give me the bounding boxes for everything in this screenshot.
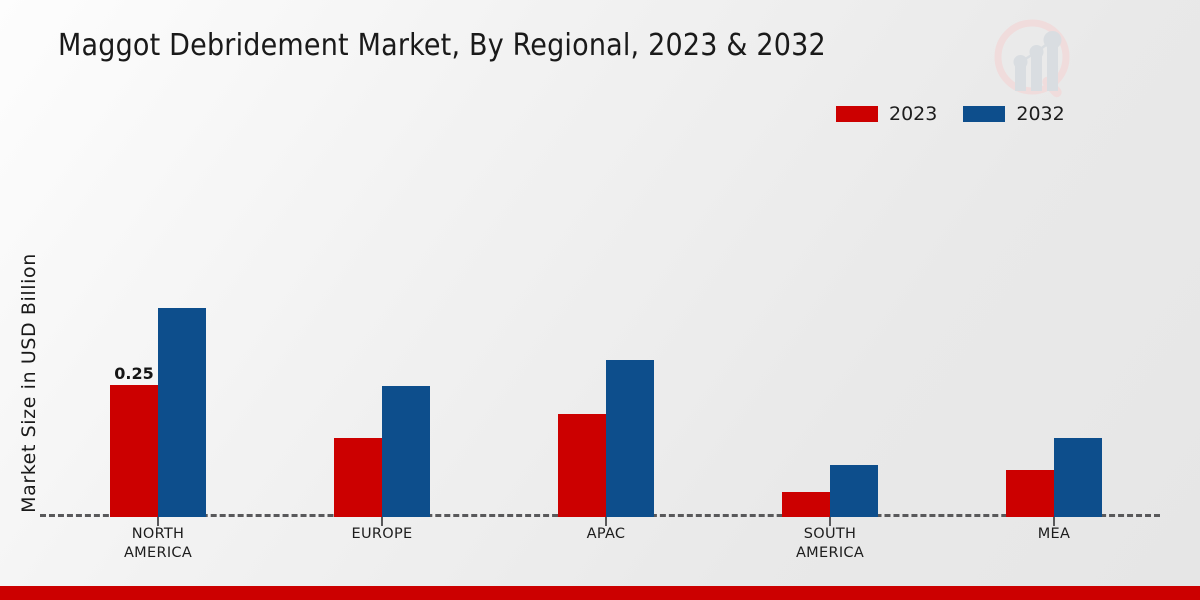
legend-label-2023: 2023 [889,103,938,125]
category-label-line1: SOUTH [803,526,857,542]
category-label-line2: AMERICA [795,545,865,561]
bar-group-europe: EUROPE [334,140,430,542]
bar-2023-mea[interactable] [1006,470,1054,517]
category-label-line1: NORTH [131,526,185,542]
bar-2023-north-america[interactable] [110,385,158,517]
x-tick-south-america [829,517,831,526]
category-label-line1: APAC [586,526,626,542]
plot-area: 0.25 NORTH AMERICA EUROPE APAC [40,140,1160,561]
bar-2032-mea[interactable] [1054,438,1102,517]
bar-2023-apac[interactable] [558,414,606,517]
category-label-apac: APAC [506,525,706,544]
x-tick-europe [381,517,383,526]
chart-title: Maggot Debridement Market, By Regional, … [58,28,826,63]
category-label-line2: AMERICA [123,545,193,561]
legend-swatch-2023 [836,106,878,122]
bar-group-apac: APAC [558,140,654,542]
bar-2032-north-america[interactable] [158,308,206,517]
x-tick-apac [605,517,607,526]
legend-item-2032[interactable]: 2032 [963,103,1065,125]
category-label-line1: MEA [1037,526,1071,542]
bar-2023-europe[interactable] [334,438,382,517]
category-label-line1: EUROPE [351,526,413,542]
bar-2032-apac[interactable] [606,360,654,517]
bar-2023-south-america[interactable] [782,492,830,517]
category-label-south-america: SOUTH AMERICA [730,525,930,563]
bar-2032-south-america[interactable] [830,465,878,517]
bottom-accent-bar [0,586,1200,600]
legend-item-2023[interactable]: 2023 [836,103,937,125]
y-axis-title: Market Size in USD Billion [18,253,40,513]
bar-group-north-america: 0.25 NORTH AMERICA [110,140,206,561]
watermark-logo-icon [985,12,1085,112]
legend-swatch-2032 [963,106,1006,122]
bar-value-label-2023-north-america: 0.25 [114,364,154,383]
chart-legend: 2023 2032 [836,103,1065,125]
category-label-north-america: NORTH AMERICA [58,525,258,563]
legend-label-2032: 2032 [1016,103,1065,125]
category-label-mea: MEA [954,525,1154,544]
x-tick-north-america [157,517,159,526]
bar-2032-europe[interactable] [382,386,430,517]
bar-group-mea: MEA [1006,140,1102,542]
bar-group-south-america: SOUTH AMERICA [782,140,878,561]
x-tick-mea [1053,517,1055,526]
category-label-europe: EUROPE [282,525,482,544]
